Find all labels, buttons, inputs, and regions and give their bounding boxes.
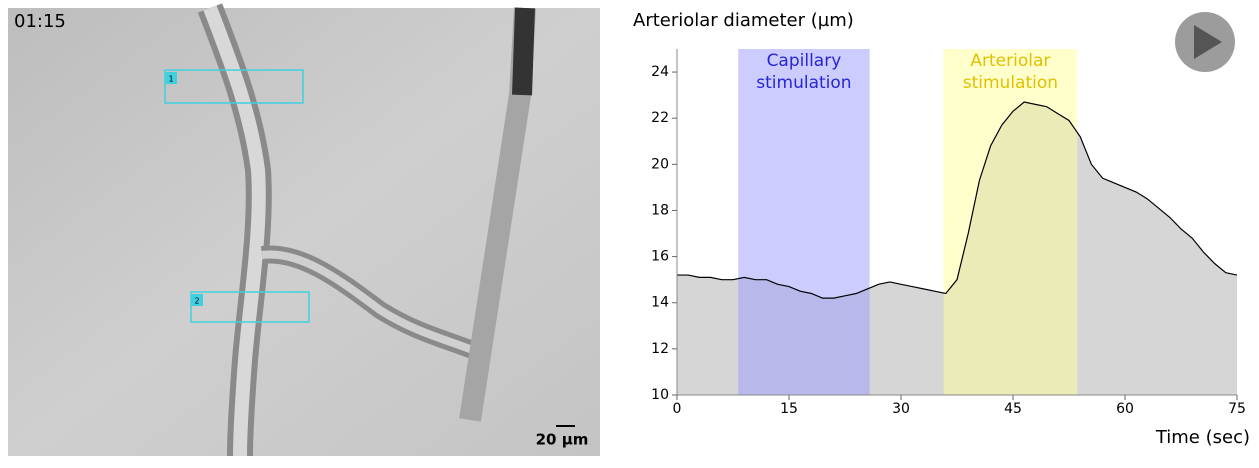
plot: CapillarystimulationArteriolarstimulatio… <box>651 49 1246 417</box>
x-axis-label: Time (sec) <box>1155 427 1250 448</box>
y-tick-label: 24 <box>651 64 669 80</box>
vessel-lumen <box>203 5 266 457</box>
roi-tag <box>165 72 177 84</box>
roi-box <box>190 291 310 323</box>
y-tick-label: 16 <box>651 249 669 265</box>
scale-bar-label: 20 µm <box>536 431 589 449</box>
roi-box <box>164 69 304 104</box>
pipette-tip <box>512 7 535 96</box>
x-tick-label: 15 <box>780 401 798 417</box>
y-tick-label: 12 <box>651 341 669 357</box>
play-button[interactable] <box>1175 12 1235 72</box>
roi-label: 1 <box>168 75 173 84</box>
x-tick-label: 0 <box>673 401 682 417</box>
region-label: Arteriolar <box>970 51 1050 71</box>
y-tick-label: 22 <box>651 110 669 126</box>
roi-label: 2 <box>194 297 199 306</box>
y-tick-label: 18 <box>651 202 669 218</box>
timestamp: 01:15 <box>14 11 66 32</box>
roi-tag <box>191 294 203 306</box>
line <box>677 101 1238 299</box>
x-tick-label: 45 <box>1004 401 1022 417</box>
y-tick-label: 14 <box>651 295 669 311</box>
region-label: stimulation <box>756 73 851 93</box>
x-tick-label: 75 <box>1228 401 1246 417</box>
region-label: Capillary <box>767 51 842 71</box>
microscope-image: 1 2 01:15 20 µm <box>8 3 600 457</box>
play-icon[interactable] <box>1194 25 1222 59</box>
region-label: stimulation <box>963 73 1058 93</box>
x-tick-label: 60 <box>1116 401 1134 417</box>
stimulation-band <box>738 49 870 395</box>
stimulation-band <box>943 49 1078 395</box>
branch-lumen <box>261 250 487 359</box>
y-tick-label: 20 <box>651 156 669 172</box>
y-tick-label: 10 <box>651 387 669 403</box>
chart-title: Arteriolar diameter (µm) <box>633 10 854 31</box>
x-tick-label: 30 <box>892 401 910 417</box>
